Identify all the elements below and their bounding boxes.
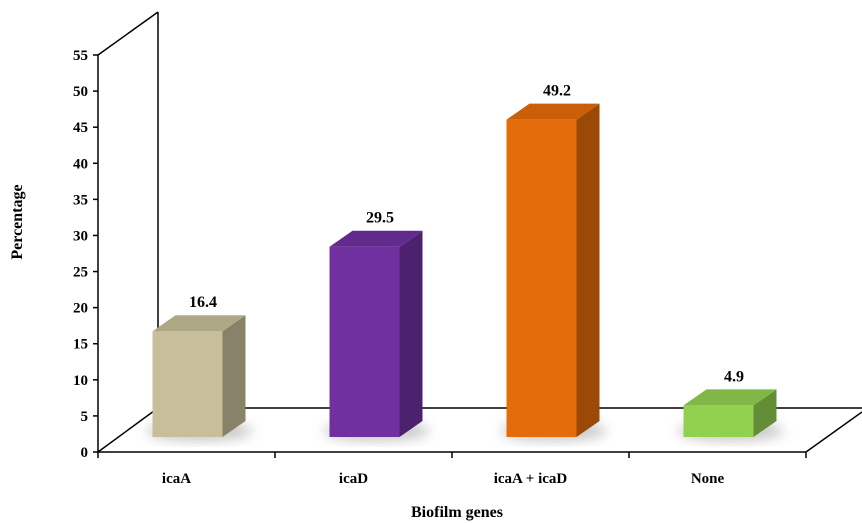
x-axis-title: Biofilm genes [411, 504, 503, 521]
bar-side [753, 389, 777, 437]
floor-left-edge [97, 407, 159, 453]
category-labels: icaA icaD icaA + icaD None [162, 471, 725, 487]
data-label: 29.5 [366, 210, 394, 227]
bar-side [222, 315, 246, 437]
bar [146, 315, 253, 441]
bar-front [506, 119, 577, 437]
y-tick-label: 20 [73, 301, 88, 317]
bar-front [329, 246, 400, 437]
bars [146, 103, 784, 441]
category-label: None [691, 471, 725, 487]
category-label: icaD [339, 471, 368, 487]
y-tick-label: 55 [73, 48, 88, 64]
y-tick-label: 15 [73, 337, 88, 353]
bar-top [152, 315, 246, 332]
y-tick-label: 45 [73, 120, 88, 136]
data-label: 4.9 [724, 368, 744, 385]
y-axis-ticks: 0 5 10 15 20 25 30 35 40 45 50 55 [73, 48, 98, 461]
y-tick-label: 30 [73, 228, 88, 244]
bar-top [683, 389, 777, 406]
y-tick-label: 0 [81, 445, 89, 461]
bar-side [399, 230, 423, 437]
y-tick-label: 35 [73, 192, 88, 208]
data-label: 49.2 [543, 83, 571, 100]
bar-front [152, 331, 223, 437]
left-wall-top-edge [97, 11, 159, 56]
y-tick-label: 25 [73, 265, 88, 281]
category-label: icaA + icaD [494, 471, 568, 487]
bar [677, 389, 784, 441]
y-tick-label: 50 [73, 84, 88, 100]
category-label: icaA [162, 471, 191, 487]
data-label: 16.4 [189, 294, 217, 311]
bar [500, 103, 607, 441]
floor-right-edge [805, 411, 862, 453]
y-axis-title: Percentage [9, 184, 26, 259]
bar-side [576, 103, 600, 437]
bar-top [329, 230, 423, 247]
x-axis-ticks [97, 452, 807, 458]
y-tick-label: 10 [73, 373, 88, 389]
bar-top [506, 103, 600, 120]
y-tick-label: 5 [81, 409, 89, 425]
bar-front [683, 405, 754, 437]
bar [323, 230, 430, 441]
y-tick-label: 40 [73, 156, 88, 172]
data-labels: 16.4 29.5 49.2 4.9 [189, 83, 744, 386]
